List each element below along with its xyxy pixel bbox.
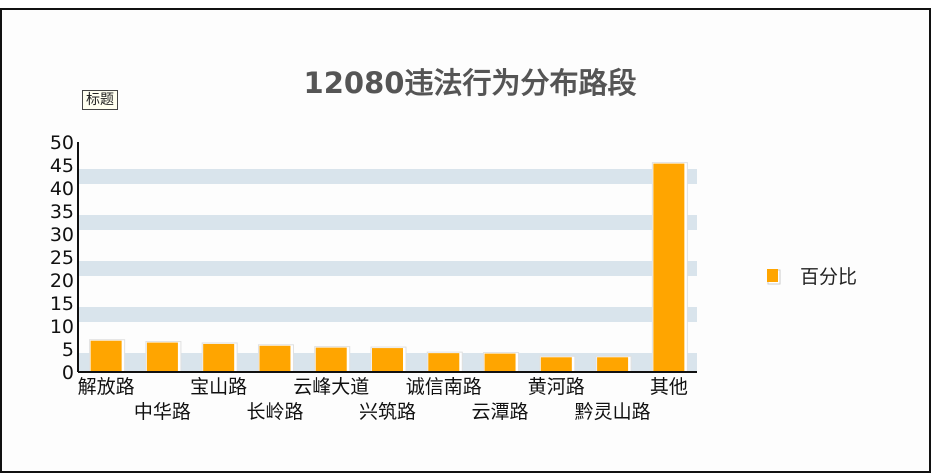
bar bbox=[597, 357, 629, 371]
grid-band bbox=[78, 215, 697, 230]
chart-title: 12080违法行为分布路段 bbox=[303, 66, 637, 100]
x-category-label: 云峰大道 bbox=[293, 376, 369, 398]
y-tick-label: 10 bbox=[50, 316, 74, 338]
bar bbox=[90, 340, 122, 371]
bar bbox=[372, 348, 403, 371]
bar bbox=[653, 163, 685, 371]
bar bbox=[259, 345, 291, 371]
x-category-label: 其他 bbox=[650, 376, 688, 398]
bars bbox=[89, 162, 688, 373]
y-tick-label: 15 bbox=[50, 293, 74, 315]
y-tick-label: 5 bbox=[62, 339, 74, 361]
x-category-label: 宝山路 bbox=[190, 376, 247, 398]
y-tick-label: 25 bbox=[50, 247, 74, 269]
y-tick-label: 50 bbox=[50, 132, 74, 154]
x-category-label: 诚信南路 bbox=[406, 376, 482, 398]
y-tick-label: 45 bbox=[50, 155, 74, 177]
y-tick-label: 20 bbox=[50, 270, 74, 292]
bar bbox=[203, 343, 235, 371]
bar bbox=[428, 353, 460, 371]
bar bbox=[146, 342, 178, 371]
x-category-label: 长岭路 bbox=[246, 401, 303, 423]
legend-swatch bbox=[767, 269, 778, 282]
grid-band bbox=[78, 169, 697, 184]
grid-band bbox=[78, 307, 697, 322]
y-tick-label: 35 bbox=[50, 201, 74, 223]
chart-frame bbox=[0, 8, 931, 473]
bar bbox=[484, 353, 516, 371]
legend-label: 百分比 bbox=[800, 266, 857, 288]
legend: 百分比 bbox=[767, 266, 857, 288]
x-category-label: 云潭路 bbox=[472, 401, 529, 423]
y-tick-label: 40 bbox=[50, 178, 74, 200]
y-tick-label: 0 bbox=[62, 362, 74, 384]
x-category-label: 中华路 bbox=[134, 401, 191, 423]
x-category-label: 黔灵山路 bbox=[575, 401, 651, 423]
bar bbox=[315, 347, 347, 371]
x-category-label: 兴筑路 bbox=[359, 401, 416, 423]
title-tag: 标题 bbox=[82, 90, 118, 110]
bar bbox=[540, 357, 572, 371]
grid-band bbox=[78, 261, 697, 276]
x-category-label: 解放路 bbox=[78, 376, 135, 398]
y-tick-label: 30 bbox=[50, 224, 74, 246]
x-category-label: 黄河路 bbox=[528, 376, 585, 398]
